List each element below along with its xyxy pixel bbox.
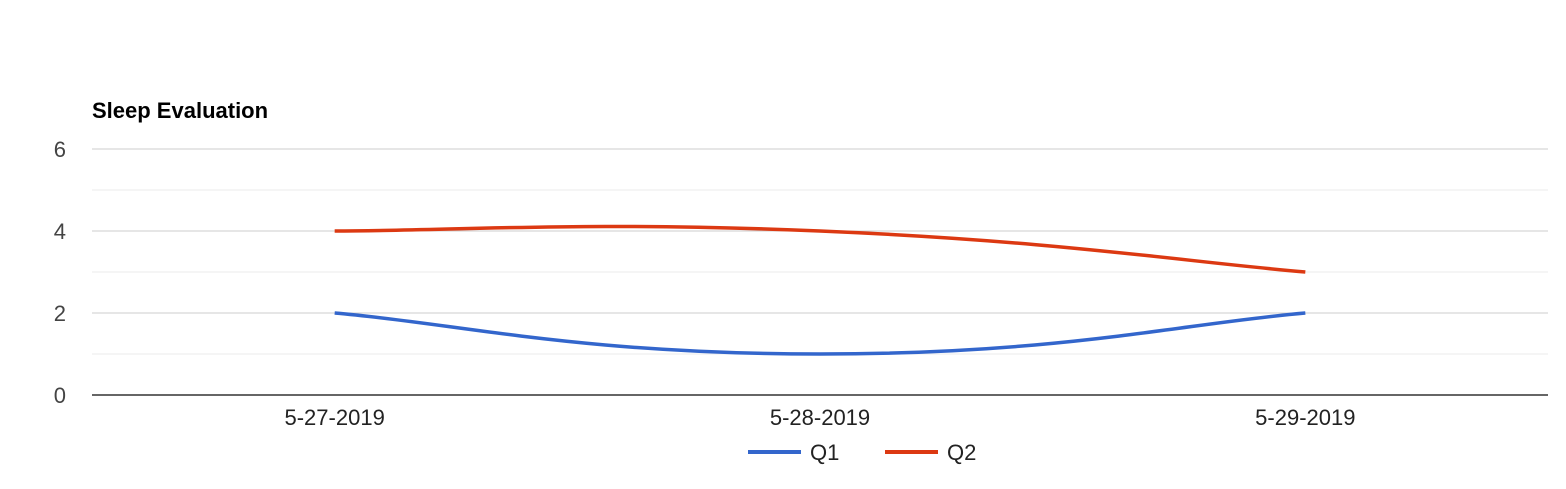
x-tick-label: 5-28-2019 — [770, 405, 870, 430]
series-line-q2 — [334, 224, 1306, 274]
y-tick-label: 2 — [54, 301, 66, 326]
x-tick-label: 5-29-2019 — [1255, 405, 1355, 430]
x-axis: 5-27-2019 5-28-2019 5-29-2019 — [92, 394, 1548, 430]
series-lines — [334, 224, 1306, 356]
legend-label-q2: Q2 — [947, 440, 976, 465]
x-tick-label: 5-27-2019 — [285, 405, 385, 430]
series-line-q1 — [334, 311, 1306, 356]
gridlines — [92, 148, 1548, 355]
chart-title: Sleep Evaluation — [92, 98, 268, 123]
y-tick-label: 4 — [54, 219, 66, 244]
y-axis: 0 2 4 6 — [54, 137, 66, 408]
y-tick-label: 0 — [54, 383, 66, 408]
legend: Q1 Q2 — [748, 440, 976, 465]
legend-label-q1: Q1 — [810, 440, 839, 465]
y-tick-label: 6 — [54, 137, 66, 162]
